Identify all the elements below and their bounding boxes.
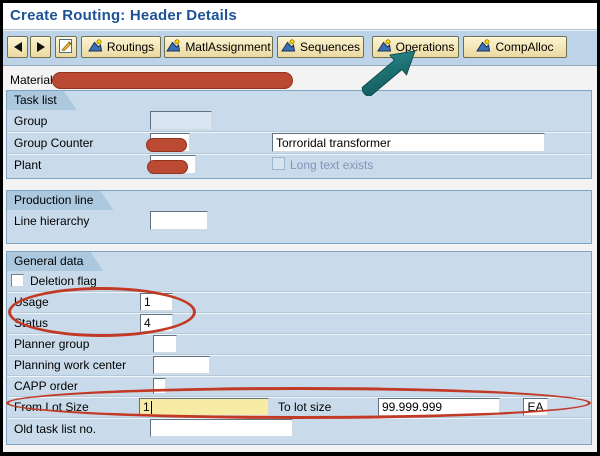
old-task-list-label: Old task list no. <box>14 421 97 436</box>
sequences-button-label: Sequences <box>299 40 361 54</box>
deletion-flag-label: Deletion flag <box>30 274 97 288</box>
plant-label: Plant <box>14 158 42 172</box>
long-text-label: Long text exists <box>290 158 374 172</box>
old-task-list-input[interactable] <box>150 419 293 437</box>
description-input[interactable] <box>272 133 545 152</box>
to-lot-size-input[interactable] <box>378 398 500 416</box>
usage-label: Usage <box>14 295 49 309</box>
capp-order-input[interactable] <box>153 378 166 394</box>
task-list-panel-title: Task list <box>7 91 77 110</box>
group-row: Group <box>7 110 591 132</box>
line-hierarchy-row: Line hierarchy <box>7 210 591 232</box>
task-list-panel: Task list Group Group Counter Plant Long… <box>6 90 592 179</box>
back-arrow-icon <box>13 42 22 52</box>
mat-assignment-button[interactable]: MatlAssignment <box>164 36 273 58</box>
status-label: Status <box>14 316 49 330</box>
nav-forward-button[interactable] <box>30 36 51 58</box>
overview-icon <box>87 39 103 55</box>
comp-alloc-button-label: CompAlloc <box>495 40 554 54</box>
usage-row: Usage <box>7 292 591 313</box>
status-row: Status <box>7 313 591 334</box>
planning-work-center-label: Planning work center <box>14 358 127 372</box>
overview-icon <box>476 39 491 55</box>
sequences-button[interactable]: Sequences <box>277 36 364 58</box>
general-data-panel-title: General data <box>7 252 103 271</box>
operations-button-label: Operations <box>395 40 455 54</box>
group-counter-input[interactable] <box>150 133 190 152</box>
line-hierarchy-label: Line hierarchy <box>14 214 90 228</box>
forward-arrow-icon <box>36 42 45 52</box>
nav-back-button[interactable] <box>7 36 28 58</box>
material-value-redaction <box>52 72 293 89</box>
from-lot-size-label: From Lot Size <box>14 400 89 414</box>
group-input[interactable] <box>150 111 212 130</box>
production-line-panel: Production line Line hierarchy <box>6 190 592 244</box>
routings-button-label: Routings <box>106 40 155 54</box>
planning-work-center-input[interactable] <box>153 356 210 374</box>
title-bar: Create Routing: Header Details <box>3 3 597 30</box>
unit-input[interactable] <box>523 398 548 416</box>
from-lot-size-input[interactable] <box>139 398 269 416</box>
deletion-flag-row: Deletion flag <box>7 271 591 292</box>
group-label: Group <box>14 113 48 128</box>
overview-icon <box>376 39 392 55</box>
text-cursor <box>151 401 152 414</box>
capp-order-row: CAPP order <box>7 376 591 397</box>
general-data-panel: General data Deletion flag Usage Status … <box>6 251 592 445</box>
production-line-panel-title: Production line <box>7 191 113 210</box>
planner-group-row: Planner group <box>7 334 591 355</box>
planning-work-center-row: Planning work center <box>7 355 591 376</box>
plant-row: Plant Long text exists <box>7 154 591 176</box>
overview-icon <box>281 39 296 55</box>
from-lot-size-row: From Lot Size To lot size <box>7 397 591 418</box>
overview-icon <box>166 39 181 55</box>
planner-group-input[interactable] <box>153 335 177 353</box>
edit-button[interactable] <box>55 36 77 58</box>
comp-alloc-button[interactable]: CompAlloc <box>463 36 567 58</box>
status-input[interactable] <box>140 314 173 332</box>
deletion-flag-checkbox[interactable] <box>11 274 24 287</box>
routings-button[interactable]: Routings <box>81 36 161 58</box>
line-hierarchy-input[interactable] <box>150 211 208 230</box>
capp-order-label: CAPP order <box>14 379 78 393</box>
plant-input[interactable] <box>150 155 196 174</box>
mat-assignment-button-label: MatlAssignment <box>185 40 271 54</box>
operations-button[interactable]: Operations <box>372 36 459 58</box>
planner-group-label: Planner group <box>14 337 90 351</box>
usage-input[interactable] <box>140 293 173 311</box>
group-counter-label: Group Counter <box>14 135 94 150</box>
to-lot-size-label: To lot size <box>278 400 332 414</box>
application-toolbar: Routings MatlAssignment Sequences Operat… <box>3 31 597 66</box>
group-counter-row: Group Counter <box>7 132 591 154</box>
long-text-checkbox[interactable] <box>272 157 285 170</box>
material-label: Material <box>10 73 53 87</box>
old-task-list-row: Old task list no. <box>7 418 591 439</box>
edit-pencil-icon <box>58 38 74 57</box>
page-title: Create Routing: Header Details <box>10 7 237 24</box>
